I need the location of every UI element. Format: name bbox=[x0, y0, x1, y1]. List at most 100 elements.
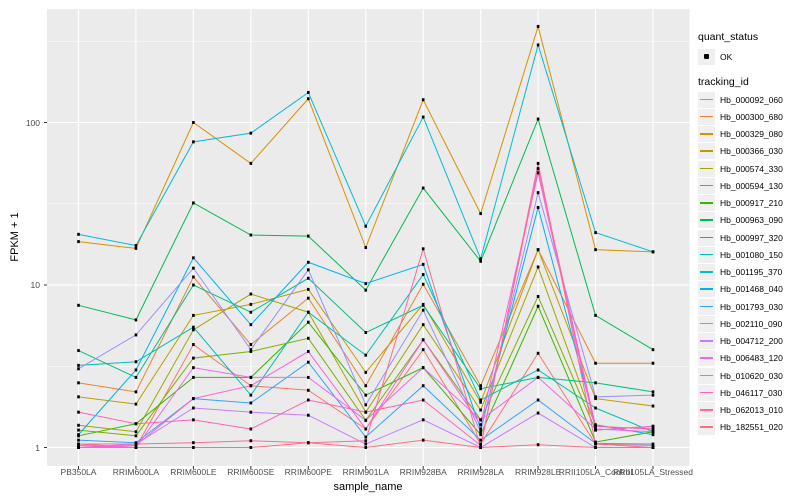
data-point bbox=[77, 428, 80, 432]
data-point bbox=[134, 246, 138, 250]
plot-panel bbox=[47, 9, 690, 466]
data-point bbox=[536, 304, 540, 308]
legend-line-swatch bbox=[700, 115, 713, 118]
legend-item-Hb_000997_320: Hb_000997_320 bbox=[698, 229, 783, 246]
legend-item-label: OK bbox=[720, 51, 733, 62]
legend-key bbox=[698, 402, 715, 419]
data-point bbox=[651, 446, 655, 449]
data-point bbox=[594, 424, 597, 428]
data-point bbox=[536, 443, 540, 447]
legend-key bbox=[698, 350, 715, 367]
data-point bbox=[192, 201, 195, 205]
legend-item-Hb_001468_040: Hb_001468_040 bbox=[698, 281, 783, 298]
data-point bbox=[77, 363, 80, 367]
tracking-id-legend-title: tracking_id bbox=[698, 76, 749, 88]
data-point bbox=[77, 240, 80, 244]
data-point bbox=[421, 398, 425, 402]
data-point bbox=[479, 443, 482, 447]
legend-item-label: Hb_001468_040 bbox=[720, 284, 783, 295]
data-point bbox=[192, 446, 195, 449]
legend-item-Hb_000917_210: Hb_000917_210 bbox=[698, 195, 783, 212]
data-point bbox=[307, 375, 310, 379]
data-point bbox=[594, 397, 597, 401]
x-tick-label: RRIM600LE bbox=[170, 467, 217, 477]
data-point bbox=[192, 121, 195, 124]
legend-item-Hb_001195_370: Hb_001195_370 bbox=[698, 264, 783, 281]
data-point bbox=[249, 310, 253, 314]
legend-line-swatch bbox=[700, 167, 713, 170]
data-point bbox=[479, 430, 482, 434]
data-point bbox=[249, 131, 253, 135]
axis-ticks bbox=[44, 122, 654, 469]
legend-item-label: Hb_001195_370 bbox=[720, 267, 783, 278]
legend-key bbox=[698, 160, 715, 177]
legend-line-swatch bbox=[700, 426, 713, 428]
legend-key bbox=[698, 212, 715, 229]
data-point bbox=[307, 388, 310, 392]
data-point bbox=[421, 247, 425, 251]
data-point bbox=[421, 308, 425, 312]
legend-key bbox=[698, 246, 715, 263]
legend-item-label: Hb_000329_080 bbox=[720, 129, 783, 140]
data-point bbox=[421, 186, 425, 190]
data-point bbox=[421, 384, 425, 388]
data-point bbox=[479, 387, 482, 391]
data-point bbox=[77, 433, 80, 437]
data-point bbox=[249, 384, 253, 388]
data-point bbox=[192, 283, 195, 287]
data-point bbox=[249, 427, 253, 431]
legend-key bbox=[698, 264, 715, 281]
legend-item-Hb_004712_200: Hb_004712_200 bbox=[698, 333, 783, 350]
data-point bbox=[192, 375, 195, 379]
data-point bbox=[594, 313, 597, 317]
legend-key bbox=[698, 126, 715, 143]
legend-line-swatch bbox=[700, 374, 713, 377]
legend-line-swatch bbox=[700, 409, 713, 411]
data-point bbox=[421, 438, 425, 442]
data-point bbox=[249, 302, 253, 306]
data-point bbox=[536, 43, 540, 47]
data-point bbox=[364, 370, 368, 374]
legend-key bbox=[698, 315, 715, 332]
x-tick-label: RRIM928BA bbox=[399, 467, 447, 477]
data-point bbox=[249, 348, 253, 352]
data-point bbox=[651, 361, 655, 365]
data-point bbox=[249, 323, 253, 327]
data-point bbox=[307, 97, 310, 101]
data-point bbox=[479, 433, 482, 437]
data-point bbox=[134, 402, 138, 406]
data-point bbox=[479, 384, 482, 388]
data-point bbox=[479, 212, 482, 216]
data-point bbox=[594, 423, 597, 427]
data-point bbox=[536, 117, 540, 121]
data-point bbox=[479, 400, 482, 404]
legend-key bbox=[698, 108, 715, 125]
legend-key bbox=[698, 333, 715, 350]
legend-key bbox=[698, 298, 715, 315]
data-point bbox=[192, 313, 195, 317]
data-point bbox=[536, 265, 540, 269]
data-point bbox=[307, 398, 310, 402]
data-point bbox=[479, 408, 482, 412]
legend-line-swatch bbox=[700, 150, 713, 152]
legend-item-Hb_001793_030: Hb_001793_030 bbox=[698, 298, 783, 315]
data-point bbox=[307, 413, 310, 417]
legend-item-label: Hb_010620_030 bbox=[720, 370, 783, 381]
data-point bbox=[479, 257, 482, 261]
x-tick-label: PB350LA bbox=[60, 467, 97, 477]
data-point bbox=[536, 248, 540, 252]
legend-item-label: Hb_001793_030 bbox=[720, 301, 783, 312]
x-tick-label: RRII105LA_Control bbox=[558, 467, 633, 477]
legend-item-Hb_001080_150: Hb_001080_150 bbox=[698, 246, 783, 263]
data-point bbox=[307, 310, 310, 314]
legend-line-swatch bbox=[700, 202, 713, 204]
data-point bbox=[421, 98, 425, 102]
data-point bbox=[536, 161, 540, 165]
data-point bbox=[307, 260, 310, 264]
x-tick-label: RRIM600LA bbox=[112, 467, 160, 477]
data-point bbox=[192, 441, 195, 445]
legend-item-Hb_000300_680: Hb_000300_680 bbox=[698, 108, 783, 125]
data-point bbox=[192, 343, 195, 347]
data-point bbox=[594, 381, 597, 385]
